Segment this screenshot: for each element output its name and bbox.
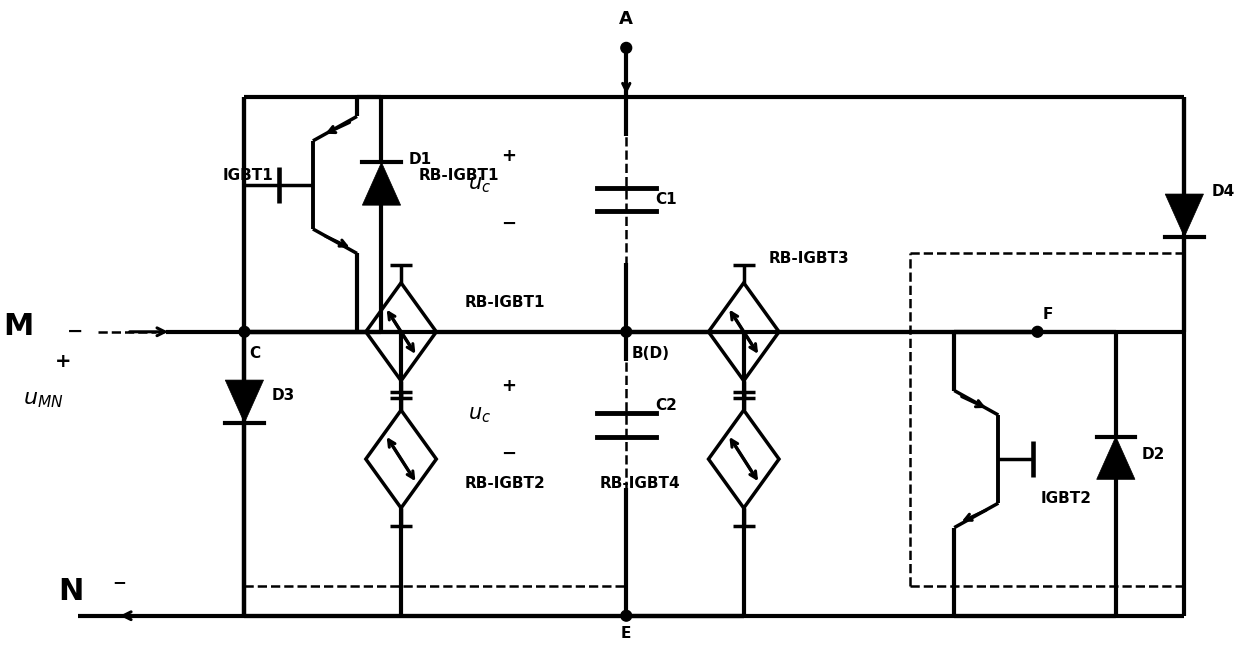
- Text: +: +: [55, 352, 72, 371]
- Text: A: A: [619, 11, 634, 28]
- Polygon shape: [1166, 194, 1204, 237]
- Text: D1: D1: [409, 152, 432, 167]
- Text: D4: D4: [1211, 184, 1235, 199]
- Polygon shape: [226, 380, 264, 423]
- Text: $u_{MN}$: $u_{MN}$: [24, 391, 64, 410]
- Text: RB-IGBT3: RB-IGBT3: [769, 251, 849, 266]
- Text: RB-IGBT2: RB-IGBT2: [465, 476, 546, 491]
- Text: $u_c$: $u_c$: [467, 405, 491, 425]
- Text: RB-IGBT1: RB-IGBT1: [465, 295, 546, 310]
- Text: B(D): B(D): [631, 346, 670, 362]
- Circle shape: [1032, 327, 1043, 337]
- Text: +: +: [501, 377, 516, 395]
- Circle shape: [621, 610, 631, 621]
- Polygon shape: [1096, 436, 1135, 479]
- Circle shape: [621, 42, 631, 54]
- Text: C1: C1: [656, 192, 677, 207]
- Text: N: N: [58, 577, 84, 606]
- Circle shape: [621, 327, 631, 337]
- Text: −: −: [501, 215, 516, 233]
- Text: −: −: [67, 323, 83, 341]
- Text: E: E: [621, 625, 631, 641]
- Text: M: M: [4, 313, 33, 341]
- Text: D3: D3: [272, 388, 295, 403]
- Text: −: −: [501, 445, 516, 463]
- Text: C2: C2: [656, 398, 677, 412]
- Text: RB-IGBT4: RB-IGBT4: [599, 476, 680, 491]
- Circle shape: [239, 327, 249, 337]
- Text: RB-IGBT1: RB-IGBT1: [419, 168, 500, 182]
- Text: IGBT2: IGBT2: [1040, 490, 1091, 506]
- Text: IGBT1: IGBT1: [223, 168, 274, 182]
- Text: D2: D2: [1141, 447, 1164, 461]
- Text: +: +: [501, 147, 516, 165]
- Text: $u_c$: $u_c$: [467, 175, 491, 195]
- Polygon shape: [362, 163, 401, 205]
- Text: C: C: [249, 346, 260, 362]
- Text: F: F: [1043, 307, 1053, 322]
- Text: −: −: [113, 573, 126, 591]
